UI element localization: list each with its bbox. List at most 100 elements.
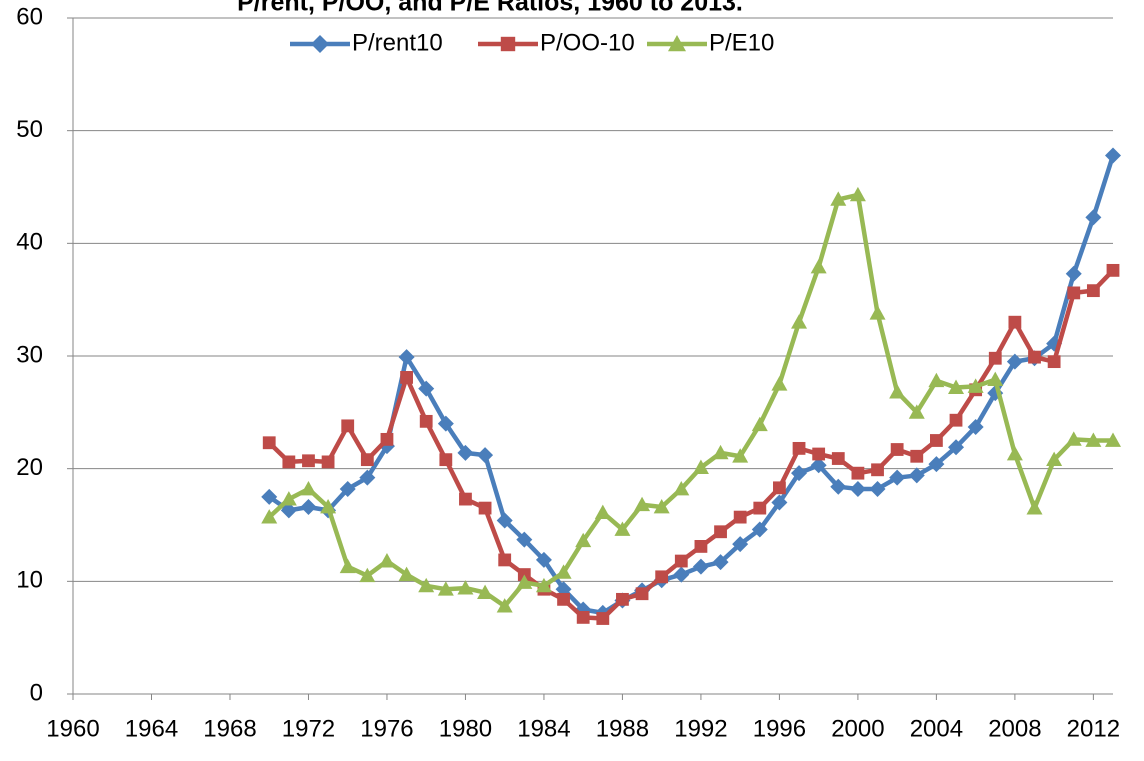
marker — [594, 504, 611, 520]
marker — [262, 436, 276, 450]
marker — [616, 592, 629, 606]
marker — [1026, 500, 1043, 515]
marker — [1085, 432, 1102, 447]
marker — [849, 480, 866, 497]
marker — [712, 554, 729, 571]
marker — [280, 491, 297, 506]
x-tick-label: 1968 — [203, 715, 256, 742]
legend-label: P/rent10 — [352, 29, 443, 56]
marker — [341, 419, 355, 433]
marker — [282, 455, 296, 469]
marker — [635, 587, 649, 601]
x-tick-label: 2012 — [1067, 715, 1120, 742]
marker — [733, 510, 747, 524]
y-tick-label: 40 — [16, 229, 43, 256]
marker — [459, 492, 472, 506]
marker — [400, 371, 413, 384]
legend-marker — [500, 36, 516, 52]
marker — [498, 553, 512, 567]
marker — [831, 452, 845, 465]
marker — [732, 536, 749, 553]
marker — [810, 258, 827, 274]
marker — [1028, 350, 1041, 364]
marker — [948, 379, 965, 394]
marker — [948, 439, 965, 456]
y-tick-label: 50 — [16, 116, 43, 143]
x-tick-label: 1992 — [674, 715, 727, 742]
marker — [674, 554, 688, 568]
marker — [712, 444, 729, 460]
marker — [516, 531, 533, 548]
marker — [1008, 315, 1022, 329]
marker — [419, 414, 433, 428]
legend-marker — [668, 35, 686, 52]
x-tick-label: 1984 — [517, 715, 570, 742]
marker — [1085, 209, 1102, 226]
marker — [439, 453, 453, 467]
marker — [378, 553, 395, 568]
marker — [359, 469, 376, 486]
marker — [457, 444, 474, 461]
marker — [1006, 353, 1023, 370]
marker — [418, 380, 435, 397]
marker — [418, 577, 435, 593]
marker — [360, 453, 374, 467]
marker — [908, 467, 925, 484]
marker — [457, 580, 474, 595]
marker — [714, 525, 727, 539]
marker — [1065, 431, 1082, 446]
marker — [771, 494, 788, 511]
y-tick-label: 20 — [16, 454, 43, 481]
marker — [791, 314, 808, 329]
marker — [496, 512, 513, 529]
marker — [673, 566, 690, 583]
x-tick-label: 1976 — [360, 715, 413, 742]
marker — [851, 466, 865, 480]
x-tick-label: 2008 — [988, 715, 1041, 742]
marker — [732, 448, 749, 463]
marker — [477, 447, 494, 464]
marker — [751, 416, 768, 432]
marker — [1065, 265, 1082, 282]
x-tick-label: 1980 — [439, 715, 492, 742]
marker — [812, 447, 826, 461]
marker — [673, 480, 690, 496]
y-tick-label: 10 — [16, 567, 43, 594]
marker — [773, 481, 786, 495]
marker — [320, 498, 337, 514]
marker — [869, 305, 886, 320]
marker — [398, 566, 415, 581]
marker — [849, 186, 866, 202]
marker — [261, 509, 278, 524]
y-tick-label: 30 — [16, 341, 43, 368]
x-tick-label: 1964 — [125, 715, 178, 742]
marker — [1105, 432, 1121, 447]
marker — [988, 351, 1002, 365]
marker — [535, 551, 552, 568]
marker — [1106, 263, 1120, 277]
marker — [516, 574, 533, 589]
marker — [751, 521, 768, 538]
x-tick-label: 2000 — [831, 715, 884, 742]
x-tick-label: 1988 — [596, 715, 649, 742]
marker — [949, 413, 963, 427]
marker — [792, 441, 806, 455]
marker — [987, 371, 1004, 387]
marker — [300, 498, 317, 515]
marker — [967, 418, 984, 435]
marker — [614, 521, 631, 536]
x-tick-label: 1972 — [282, 715, 335, 742]
marker — [890, 443, 904, 456]
marker — [830, 191, 847, 206]
marker — [576, 610, 590, 624]
marker — [437, 415, 454, 432]
marker — [771, 376, 788, 391]
marker — [302, 454, 315, 468]
marker — [928, 456, 945, 473]
marker — [1105, 147, 1121, 164]
marker — [477, 584, 494, 599]
marker — [321, 455, 335, 469]
marker — [339, 558, 356, 574]
marker — [889, 469, 906, 486]
marker — [1046, 451, 1063, 467]
